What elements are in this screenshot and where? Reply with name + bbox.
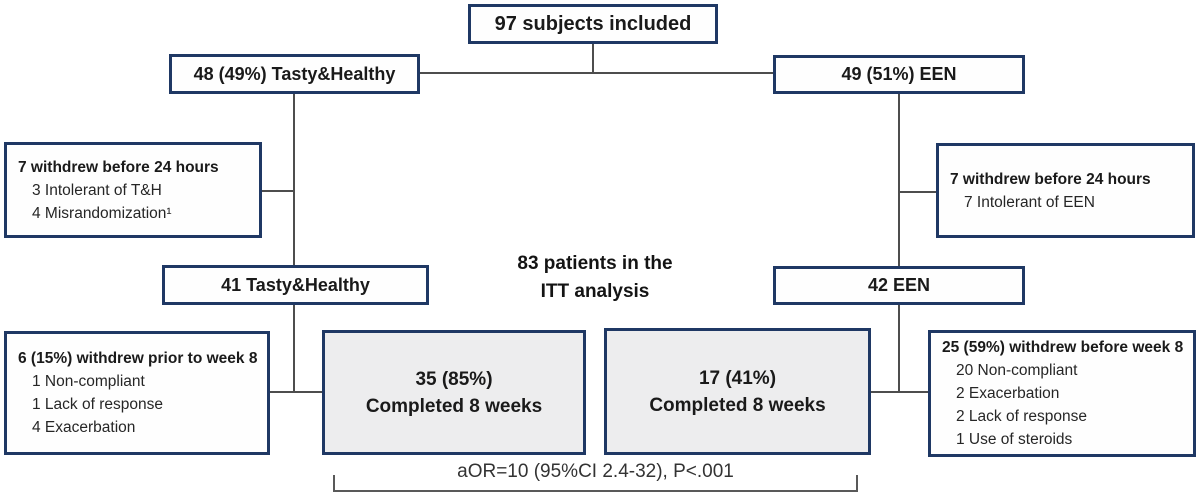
late-withdrawal-box-een: 25 (59%) withdrew before week 8 20 Non-c…	[928, 330, 1196, 457]
connector-left-early-branch	[261, 190, 294, 192]
connector-right-lower-vertical	[898, 304, 900, 393]
early-withdrawal-box-tasty-healthy: 7 withdrew before 24 hours 3 Intolerant …	[4, 142, 262, 238]
completed-box-een: 17 (41%) Completed 8 weeks	[604, 328, 871, 455]
late-withdrawal-item: 1 Use of steroids	[956, 431, 1073, 448]
completed-count: 35 (85%)	[415, 368, 493, 390]
enrollment-box: 97 subjects included	[468, 4, 718, 44]
early-withdrawal-item: 3 Intolerant of T&H	[32, 181, 162, 199]
completed-label: Completed 8 weeks	[365, 395, 543, 417]
connector-left-upper-vertical	[293, 93, 295, 266]
late-withdrawal-item: 1 Lack of response	[32, 396, 163, 413]
connector-right-upper-vertical	[898, 93, 900, 267]
early-withdrawal-item: 7 Intolerant of EEN	[964, 193, 1095, 211]
itt-analysis-note-line2: ITT analysis	[540, 281, 650, 302]
completed-count: 17 (41%)	[698, 367, 777, 389]
continuing-box-een: 42 EEN	[773, 266, 1025, 305]
continuing-box-tasty-healthy: 41 Tasty&Healthy	[162, 265, 429, 305]
itt-analysis-note: 83 patients in the ITT analysis	[455, 250, 735, 306]
late-withdrawal-item: 2 Lack of response	[956, 408, 1087, 425]
connector-top-horizontal	[420, 72, 774, 74]
connector-left-late-branch	[269, 391, 323, 393]
itt-analysis-note-line1: 83 patients in the	[517, 253, 673, 274]
stat-result-text: aOR=10 (95%CI 2.4-32), P<.001	[457, 461, 734, 482]
late-withdrawal-header: 6 (15%) withdrew prior to week 8	[18, 350, 258, 367]
completed-box-tasty-healthy: 35 (85%) Completed 8 weeks	[322, 330, 586, 455]
completed-label: Completed 8 weeks	[649, 394, 826, 416]
late-withdrawal-item: 20 Non-compliant	[956, 362, 1078, 379]
early-withdrawal-header: 7 withdrew before 24 hours	[950, 170, 1151, 188]
late-withdrawal-box-tasty-healthy: 6 (15%) withdrew prior to week 8 1 Non-c…	[4, 331, 270, 455]
connector-left-lower-vertical	[293, 304, 295, 393]
late-withdrawal-item: 4 Exacerbation	[32, 419, 136, 436]
connector-right-early-branch	[899, 191, 937, 193]
early-withdrawal-header: 7 withdrew before 24 hours	[18, 158, 219, 176]
allocation-box-een: 49 (51%) EEN	[773, 55, 1025, 94]
early-withdrawal-box-een: 7 withdrew before 24 hours 7 Intolerant …	[936, 143, 1195, 238]
comparison-bracket	[333, 475, 858, 492]
connector-right-late-branch	[871, 391, 929, 393]
early-withdrawal-item: 4 Misrandomization¹	[32, 204, 172, 222]
connector-top-stub	[592, 44, 594, 74]
allocation-box-tasty-healthy: 48 (49%) Tasty&Healthy	[169, 54, 420, 94]
late-withdrawal-header: 25 (59%) withdrew before week 8	[942, 339, 1184, 356]
late-withdrawal-item: 1 Non-compliant	[32, 373, 145, 390]
late-withdrawal-item: 2 Exacerbation	[956, 385, 1060, 402]
